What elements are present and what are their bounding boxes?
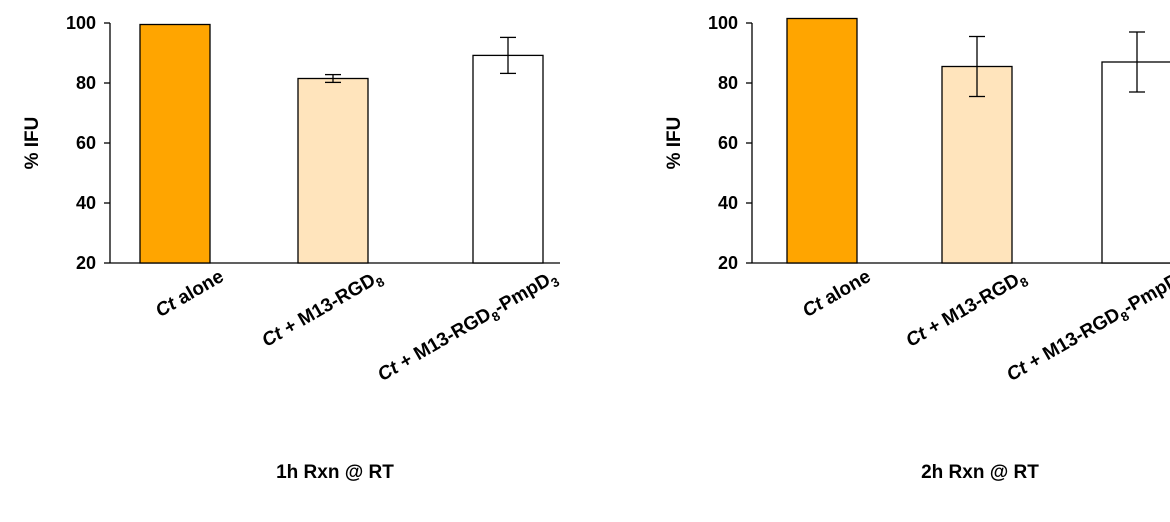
chart-title: 2h Rxn @ RT (921, 462, 1039, 483)
y-tick-label: 100 (66, 13, 96, 33)
y-tick-label: 80 (76, 73, 96, 93)
y-tick-label: 20 (718, 253, 738, 273)
bar-2 (297, 77, 369, 264)
y-tick-label: 20 (76, 253, 96, 273)
bar-1 (139, 23, 211, 264)
bar-3 (472, 54, 544, 264)
y-axis-label: % IFU (22, 117, 43, 170)
y-tick-label: 100 (708, 13, 738, 33)
y-tick-label: 60 (76, 133, 96, 153)
category-label-2: Ct + M13-RGD8 (903, 266, 1031, 354)
y-tick-label: 80 (718, 73, 738, 93)
category-label-1: Ct alone (799, 266, 874, 322)
bar-1 (786, 17, 858, 264)
category-label-2: Ct + M13-RGD8 (259, 266, 387, 354)
chart-1: 20 40 60 80 100 % IFU Ct alone Ct + M13-RGD8Ct … (22, 13, 562, 483)
y-tick-label: 40 (718, 193, 738, 213)
bar-3 (1101, 61, 1170, 264)
category-label-1: Ct alone (152, 266, 227, 322)
category-label-3: Ct + M13-RGD8-PmpD3 (374, 266, 562, 388)
bar-2 (941, 65, 1013, 264)
y-axis-label: % IFU (664, 117, 685, 170)
y-tick-label: 60 (718, 133, 738, 153)
y-tick-label: 40 (76, 193, 96, 213)
chart-title: 1h Rxn @ RT (276, 462, 394, 483)
